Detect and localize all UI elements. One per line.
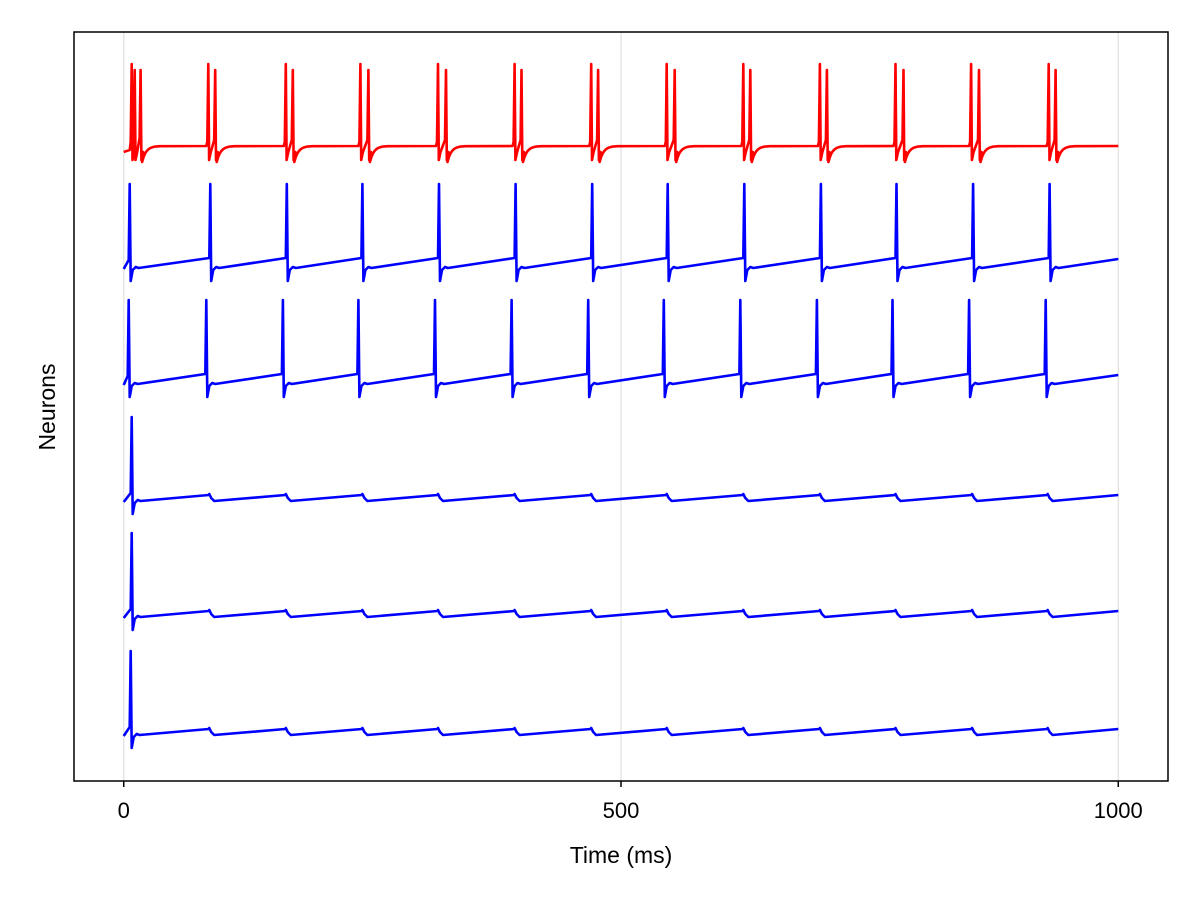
grid bbox=[122, 32, 1120, 781]
y-axis-label: Neurons bbox=[34, 364, 60, 451]
neuron-trace-3 bbox=[122, 298, 1119, 399]
x-tick-label: 500 bbox=[603, 798, 640, 823]
neuron-trace-4 bbox=[122, 415, 1119, 516]
neuron-trace-2 bbox=[122, 182, 1119, 283]
x-tick-label: 1000 bbox=[1094, 798, 1143, 823]
neuron-trace-6 bbox=[122, 649, 1119, 750]
x-axis-label: Time (ms) bbox=[570, 842, 673, 868]
traces bbox=[122, 62, 1119, 750]
x-axis-ticks: 0 500 1000 bbox=[118, 781, 1143, 823]
neuron-trace-5 bbox=[122, 531, 1119, 632]
neuron-trace-1 bbox=[123, 62, 1119, 164]
x-tick-label: 0 bbox=[118, 798, 130, 823]
